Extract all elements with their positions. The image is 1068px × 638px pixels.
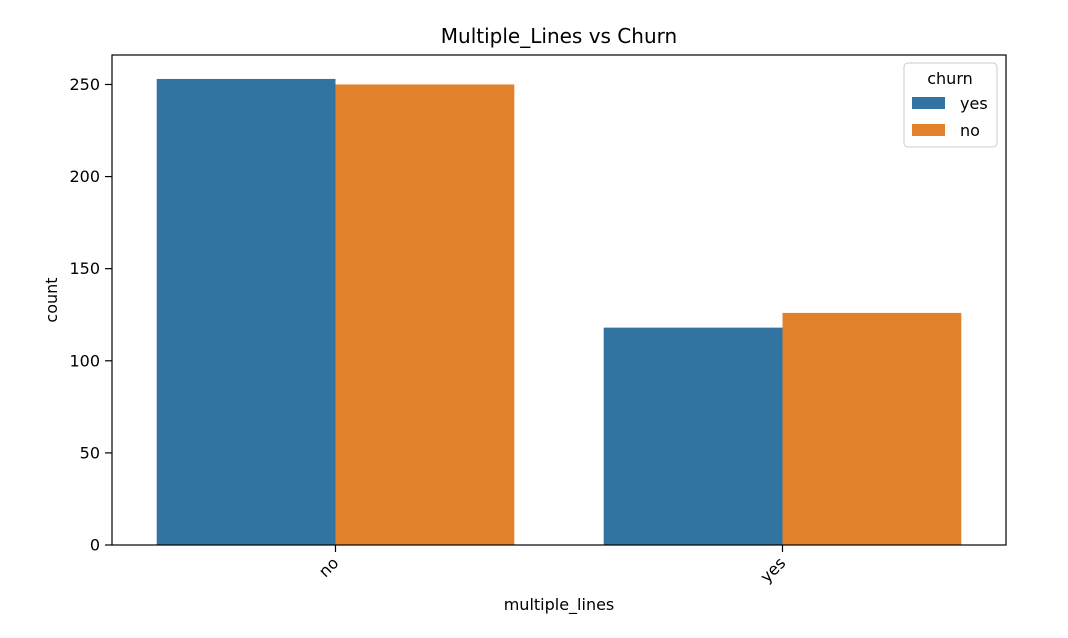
- bar-yes-no: [782, 312, 962, 545]
- bar-no-no: [335, 84, 515, 545]
- y-tick-label: 200: [69, 167, 100, 186]
- legend: churn yes no: [903, 62, 998, 148]
- x-tick-label: no: [315, 553, 343, 581]
- bar-no-yes: [156, 78, 336, 546]
- bar-yes-yes: [603, 327, 783, 545]
- x-axis-label: multiple_lines: [504, 595, 615, 615]
- y-tick-label: 100: [69, 351, 100, 370]
- legend-label-no: no: [960, 121, 980, 140]
- legend-label-yes: yes: [960, 94, 988, 113]
- x-axis: no yes: [315, 545, 789, 586]
- y-tick-label: 150: [69, 259, 100, 278]
- y-axis-label: count: [42, 277, 61, 322]
- y-tick-label: 50: [80, 443, 100, 462]
- legend-title: churn: [927, 69, 973, 88]
- legend-swatch-yes: [912, 97, 945, 109]
- legend-items: yes no: [912, 94, 988, 140]
- plot-area-frame: [111, 54, 1007, 546]
- chart-title: Multiple_Lines vs Churn: [441, 24, 677, 48]
- x-tick-label: yes: [756, 553, 789, 586]
- bars-layer: [156, 78, 962, 546]
- y-tick-label: 0: [90, 536, 100, 555]
- y-tick-label: 250: [69, 75, 100, 94]
- y-axis: 0 50 100 150 200 250: [69, 75, 112, 555]
- legend-swatch-no: [912, 124, 945, 136]
